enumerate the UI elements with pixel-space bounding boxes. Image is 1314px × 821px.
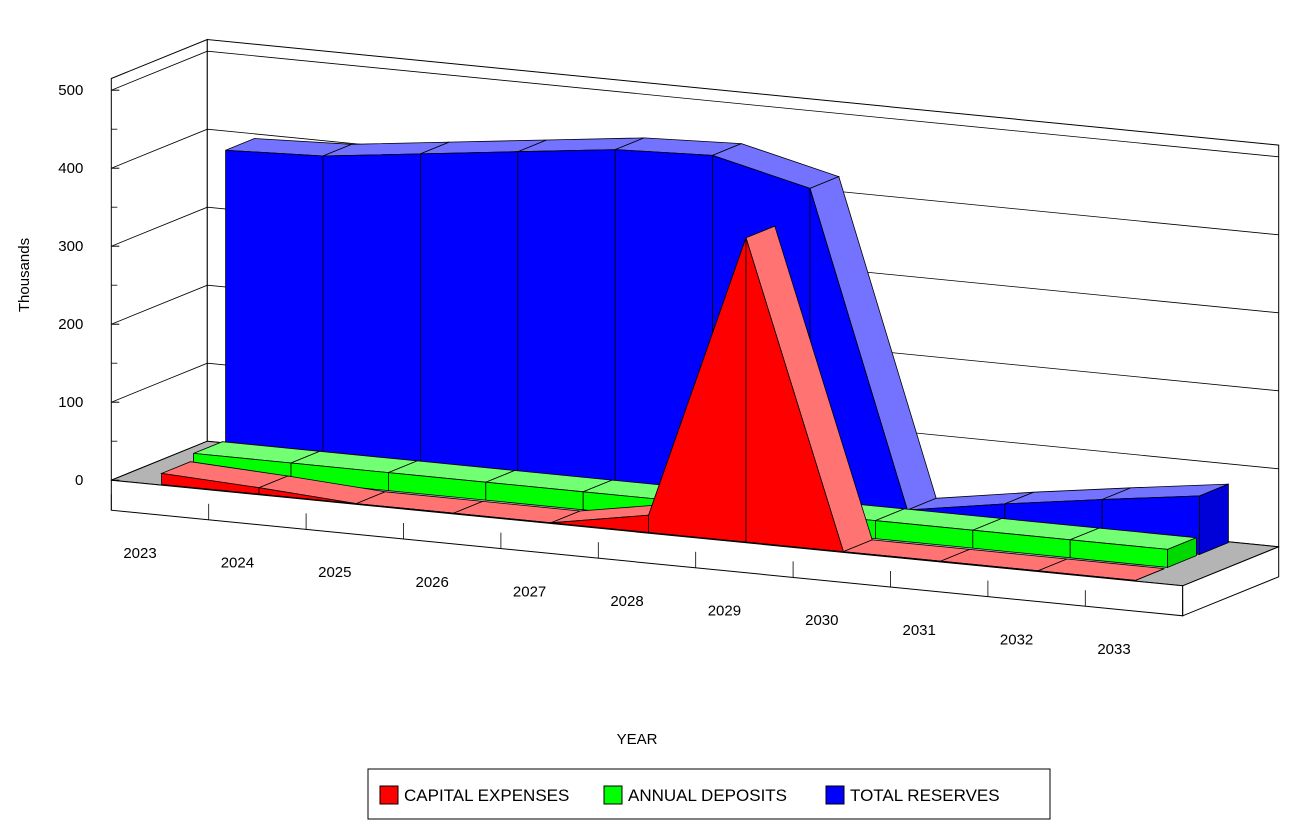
- y-tick-label: 300: [58, 238, 83, 255]
- series-front-segment: [258, 487, 357, 504]
- x-tick-label: 2027: [513, 583, 546, 600]
- x-tick-label: 2026: [416, 574, 449, 591]
- series-front-segment: [419, 151, 519, 488]
- y-axis-ticks: 0 100 200 300 400 500: [58, 82, 120, 489]
- x-tick-label: 2029: [708, 603, 741, 620]
- series-front-segment: [745, 237, 844, 553]
- legend-swatch: [379, 785, 399, 805]
- y-tick-label: 100: [58, 394, 83, 411]
- legend-label: CAPITAL EXPENSES: [404, 786, 569, 805]
- front-axis: [110, 479, 1280, 617]
- gridlines: [111, 50, 1279, 470]
- series-front-segment: [225, 149, 324, 469]
- x-tick-label: 2024: [221, 555, 254, 572]
- x-axis-title: YEAR: [617, 731, 658, 748]
- x-tick-label: 2033: [1097, 641, 1130, 658]
- gridline: [111, 50, 1279, 158]
- legend-label: TOTAL RESERVES: [850, 786, 1000, 805]
- gridline: [111, 362, 1279, 470]
- series-end-cap: [1199, 483, 1229, 555]
- y-tick-label: 0: [75, 472, 83, 489]
- gridline: [111, 206, 1279, 314]
- left-wall: [110, 38, 208, 481]
- gridline: [111, 284, 1279, 392]
- x-tick-label: 2023: [123, 545, 156, 562]
- x-axis-ticks: 2023 2024 2025 2026 2027 2028 2029 2030 2031 2032…: [123, 545, 1130, 658]
- x-tick-label: 2028: [610, 593, 643, 610]
- series-end-cap: [1135, 568, 1165, 581]
- y-tick-label: 500: [58, 82, 83, 99]
- legend-swatch: [825, 785, 845, 805]
- series-end-cap: [1167, 537, 1197, 568]
- legend: CAPITAL EXPENSES ANNUAL DEPOSITS TOTAL RES…: [367, 768, 1051, 820]
- series-total-reserves: [225, 137, 1229, 555]
- x-tick-label: 2031: [903, 622, 936, 639]
- y-tick-label: 200: [58, 316, 83, 333]
- series-layer: [160, 137, 1229, 581]
- series-front-segment: [322, 153, 421, 479]
- series-capital-expenses: [160, 225, 1165, 581]
- legend-box: [367, 768, 1051, 820]
- x-tick-label: 2025: [318, 564, 351, 581]
- x-tick-label: 2032: [1000, 631, 1033, 648]
- legend-label: ANNUAL DEPOSITS: [628, 786, 787, 805]
- series-front-segment: [517, 149, 616, 498]
- y-axis-title: Thousands: [16, 238, 33, 312]
- gridline: [111, 128, 1279, 236]
- legend-swatch: [603, 785, 623, 805]
- y-tick-label: 400: [58, 160, 83, 177]
- x-tick-label: 2030: [805, 612, 838, 629]
